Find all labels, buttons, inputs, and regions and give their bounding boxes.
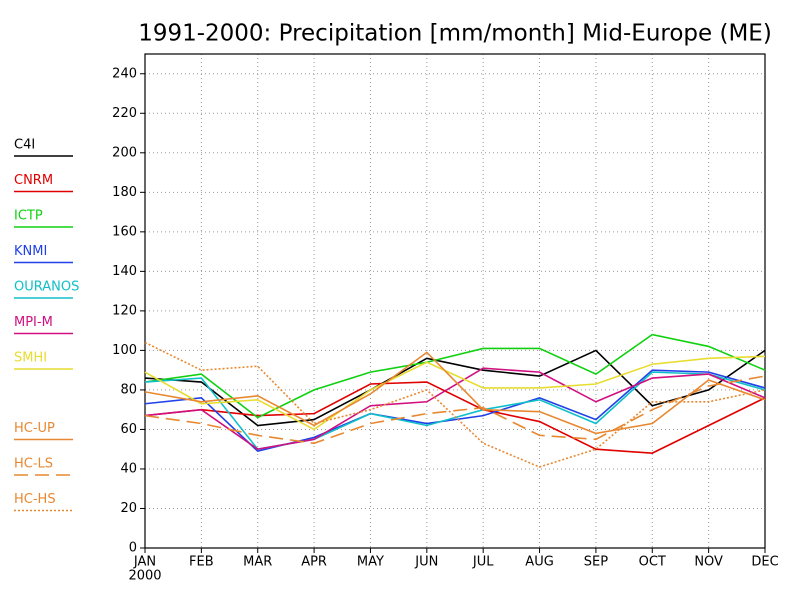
x-tick-label: NOV (694, 555, 723, 570)
x-tick-label: AUG (525, 555, 553, 570)
series-line (144, 349, 766, 427)
series-line (144, 333, 766, 419)
legend-label: KNMI (14, 244, 47, 259)
series-line (144, 381, 766, 454)
series-line (144, 341, 766, 468)
legend-label: SMHI (14, 351, 47, 366)
legend-label: OURANOS (14, 280, 79, 295)
legend-label: HC-HS (14, 492, 56, 507)
legend-label: CNRM (14, 173, 53, 188)
y-tick-label: 40 (120, 461, 137, 476)
series-line (144, 355, 766, 431)
y-tick-label: 180 (112, 185, 137, 200)
y-tick-label: 100 (112, 343, 137, 358)
y-tick-label: 80 (120, 382, 137, 397)
y-tick-label: 60 (120, 422, 137, 437)
x-tick-label: OCT (639, 555, 666, 570)
x-tick-label: APR (301, 555, 327, 570)
series-line (144, 367, 766, 451)
y-tick-label: 200 (112, 145, 137, 160)
x-sublabel: 2000 (128, 569, 161, 584)
legend-label: MPI-M (14, 315, 53, 330)
y-tick-label: 0 (129, 541, 137, 556)
x-tick-label: MAR (243, 555, 272, 570)
chart-title: 1991-2000: Precipitation [mm/month] Mid-… (138, 21, 772, 47)
series-line (144, 351, 766, 435)
y-tick-label: 240 (112, 66, 137, 81)
x-tick-label: DEC (751, 555, 778, 570)
x-tick-label: JUL (472, 555, 494, 570)
legend-label: HC-LS (14, 457, 53, 472)
y-tick-label: 220 (112, 106, 137, 121)
y-tick-label: 20 (120, 501, 137, 516)
y-tick-label: 140 (112, 264, 137, 279)
legend-label: C4I (14, 138, 35, 153)
y-tick-label: 160 (112, 224, 137, 239)
x-tick-label: MAY (357, 555, 384, 570)
x-tick-label: JUN (414, 555, 438, 570)
legend-label: HC-UP (14, 421, 55, 436)
y-tick-label: 120 (112, 303, 137, 318)
x-tick-label: JAN (133, 555, 156, 570)
x-tick-label: SEP (584, 555, 608, 570)
plot-frame (144, 53, 766, 549)
legend-label: ICTP (14, 209, 43, 224)
x-tick-label: FEB (189, 555, 214, 570)
series-line (144, 375, 766, 445)
